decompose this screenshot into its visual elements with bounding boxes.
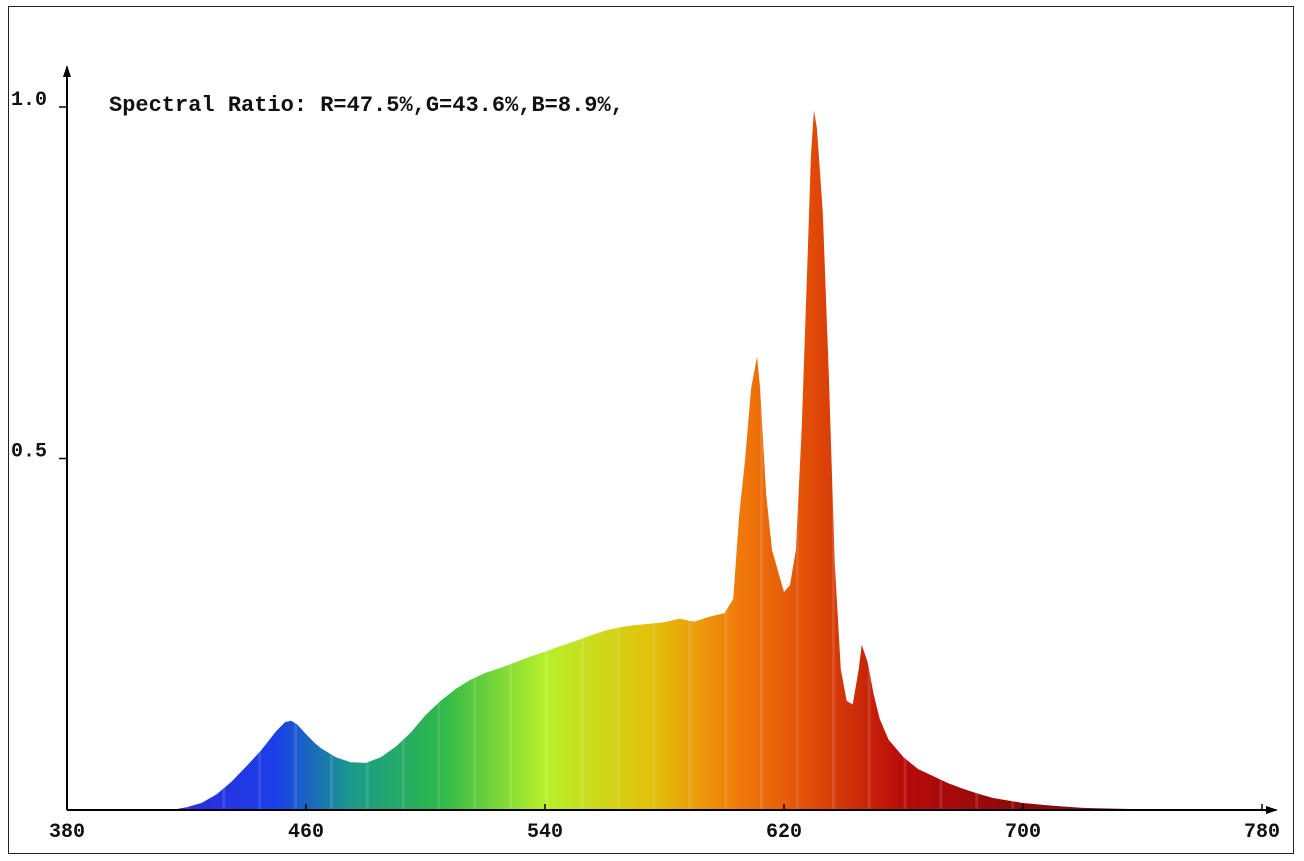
x-tick-label: 540 — [527, 821, 563, 844]
spectrum-stripe — [329, 110, 333, 810]
x-tick-label: 460 — [288, 821, 324, 844]
spectrum-stripe — [545, 110, 548, 810]
spectrum-stripe — [939, 110, 943, 810]
chart-labels: 380 460 540 620 700 780 0.5 1.0 — [11, 89, 1280, 844]
spectrum-stripe — [365, 110, 369, 810]
spectrum-stripe — [1011, 110, 1015, 810]
spectrum-stripe — [580, 110, 584, 810]
spectrum-stripe — [795, 110, 799, 810]
spectrum-stripe — [186, 110, 190, 810]
chart-axes — [59, 65, 1278, 814]
y-axis-arrow — [63, 65, 71, 77]
spectrum-stripe — [222, 110, 226, 810]
y-tick-label: 1.0 — [11, 89, 47, 112]
x-axis-arrow — [1266, 806, 1278, 814]
spectrum-stripe — [975, 110, 979, 810]
spectrum-stripe — [724, 110, 728, 810]
x-tick-label: 780 — [1244, 821, 1280, 844]
y-tick-label: 0.5 — [11, 441, 47, 464]
spectrum-stripe — [437, 110, 441, 810]
x-tick-label: 700 — [1005, 821, 1041, 844]
chart-title: Spectral Ratio: R=47.5%,G=43.6%,B=8.9%, — [109, 93, 624, 118]
spectrum-stripe — [401, 110, 405, 810]
spectrum-stripe — [867, 110, 871, 810]
spectrum-area — [171, 110, 1203, 810]
spectrum-stripe — [473, 110, 477, 810]
spectrum-stripe — [688, 110, 692, 810]
spectrum-stripe — [831, 110, 835, 810]
spectrum-stripe — [616, 110, 620, 810]
spectrum-stripe — [509, 110, 513, 810]
spectrum-stripe — [294, 110, 298, 810]
chart-marks — [171, 110, 1203, 810]
chart-frame: 380 460 540 620 700 780 0.5 1.0 Spectral Ratio:… — [8, 6, 1294, 854]
x-tick-label: 380 — [49, 821, 85, 844]
spectrum-stripe — [760, 110, 764, 810]
spectrum-stripe — [258, 110, 262, 810]
x-tick-label: 620 — [766, 821, 802, 844]
spectrum-stripe — [652, 110, 656, 810]
spectrum-stripe — [903, 110, 907, 810]
spectrum-chart: 380 460 540 620 700 780 0.5 1.0 Spectral Ratio:… — [11, 65, 1280, 844]
